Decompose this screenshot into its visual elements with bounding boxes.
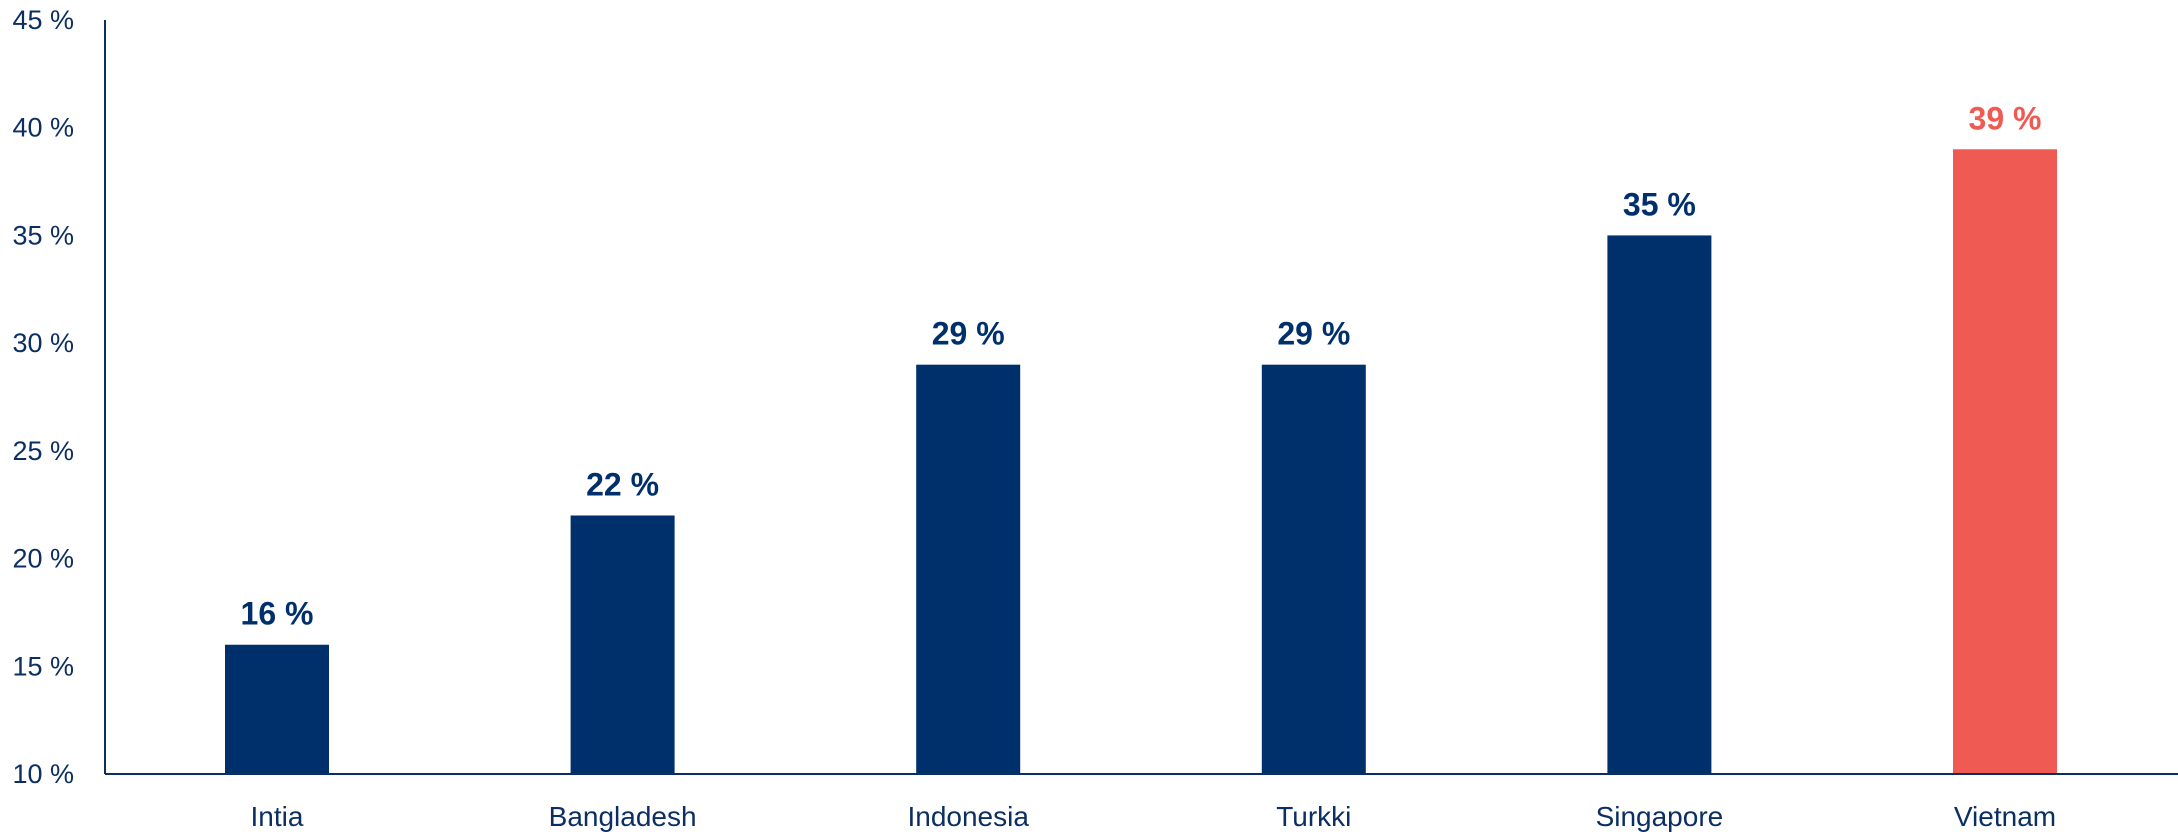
bar [1953,149,2057,774]
y-tick-label: 10 % [12,759,74,789]
y-tick-label: 40 % [12,113,74,143]
y-axis-ticks: 10 % 15 % 20 % 25 % 30 % 35 % 40 % 45 % [12,5,74,789]
x-category-label: Intia [251,801,304,832]
x-category-label: Vietnam [1954,801,2056,832]
value-labels: 16 % 22 % 29 % 29 % 35 % 39 % [241,100,2042,631]
bar-value-label: 22 % [586,466,659,502]
bar [1607,235,1712,774]
x-category-label: Turkki [1276,801,1351,832]
bar [1261,364,1366,774]
bar-value-label: 16 % [241,596,314,632]
y-tick-label: 35 % [12,220,74,250]
y-tick-label: 20 % [12,544,74,574]
x-category-label: Bangladesh [549,801,697,832]
category-labels: Intia Bangladesh Indonesia Turkki Singapore V… [251,801,2057,832]
x-category-label: Indonesia [907,801,1029,832]
y-tick-label: 25 % [12,436,74,466]
bar [570,515,675,774]
y-tick-label: 15 % [12,651,74,681]
x-category-label: Singapore [1596,801,1724,832]
bar-value-label: 39 % [1969,100,2042,136]
bar [225,644,329,774]
y-tick-label: 30 % [12,328,74,358]
bar-value-label: 35 % [1623,186,1696,222]
bar-value-label: 29 % [932,316,1005,352]
bar [916,364,1021,774]
bar-value-label: 29 % [1277,316,1350,352]
y-tick-label: 45 % [12,5,74,35]
bars [225,149,2057,774]
